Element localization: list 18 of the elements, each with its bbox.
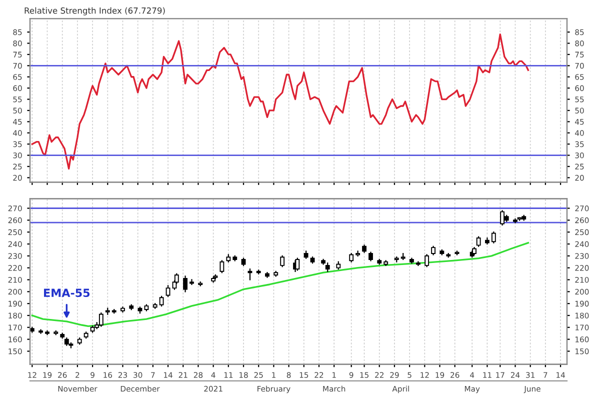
candlestick (220, 260, 224, 274)
line-series (31, 242, 530, 328)
annotation: EMA-55 (44, 288, 90, 298)
candlestick (166, 285, 170, 297)
candlestick (38, 329, 43, 334)
candlestick (424, 254, 430, 268)
line-series (31, 33, 530, 170)
candlestick (295, 258, 300, 271)
candlestick (280, 255, 285, 268)
candlestick (190, 279, 194, 286)
candlestick (183, 276, 188, 292)
chart-title: Relative Strength Index (67.7279) (24, 7, 165, 16)
candlestick (476, 236, 481, 247)
candlestick (491, 232, 496, 244)
candlestick (98, 312, 104, 327)
candlestick (500, 210, 505, 226)
candlestick (159, 296, 164, 306)
candlestick (248, 268, 252, 280)
